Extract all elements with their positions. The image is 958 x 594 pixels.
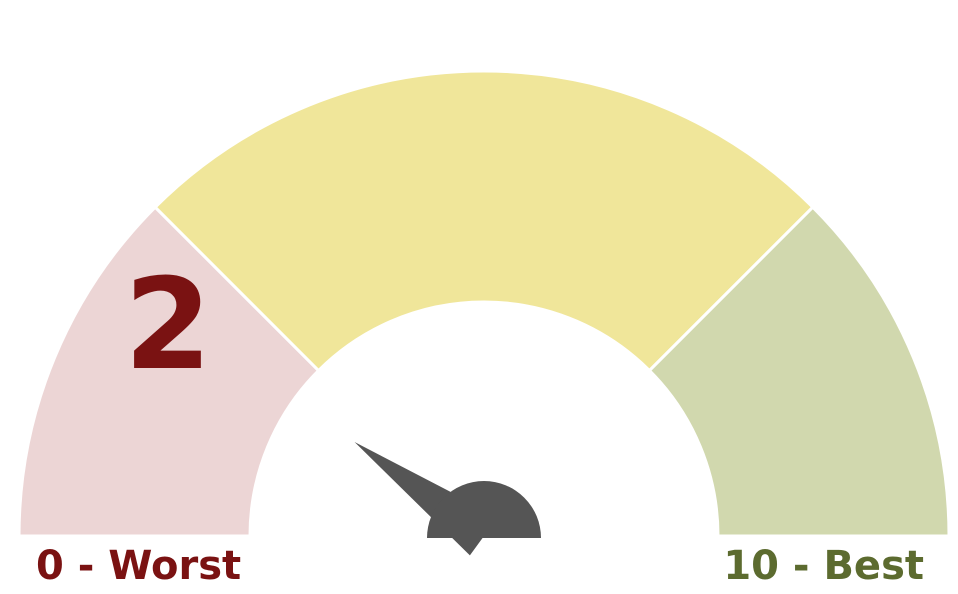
gauge-band-mid (153, 69, 815, 373)
gauge-band-low (17, 205, 321, 538)
needle-hub (427, 481, 541, 538)
scale-min-label: 0 - Worst (36, 543, 242, 589)
scale-max-label: 10 - Best (723, 543, 924, 589)
gauge-band-high (647, 205, 951, 538)
gauge-needle (354, 441, 541, 556)
gauge-bands (17, 69, 951, 538)
gauge-value: 2 (124, 251, 212, 398)
